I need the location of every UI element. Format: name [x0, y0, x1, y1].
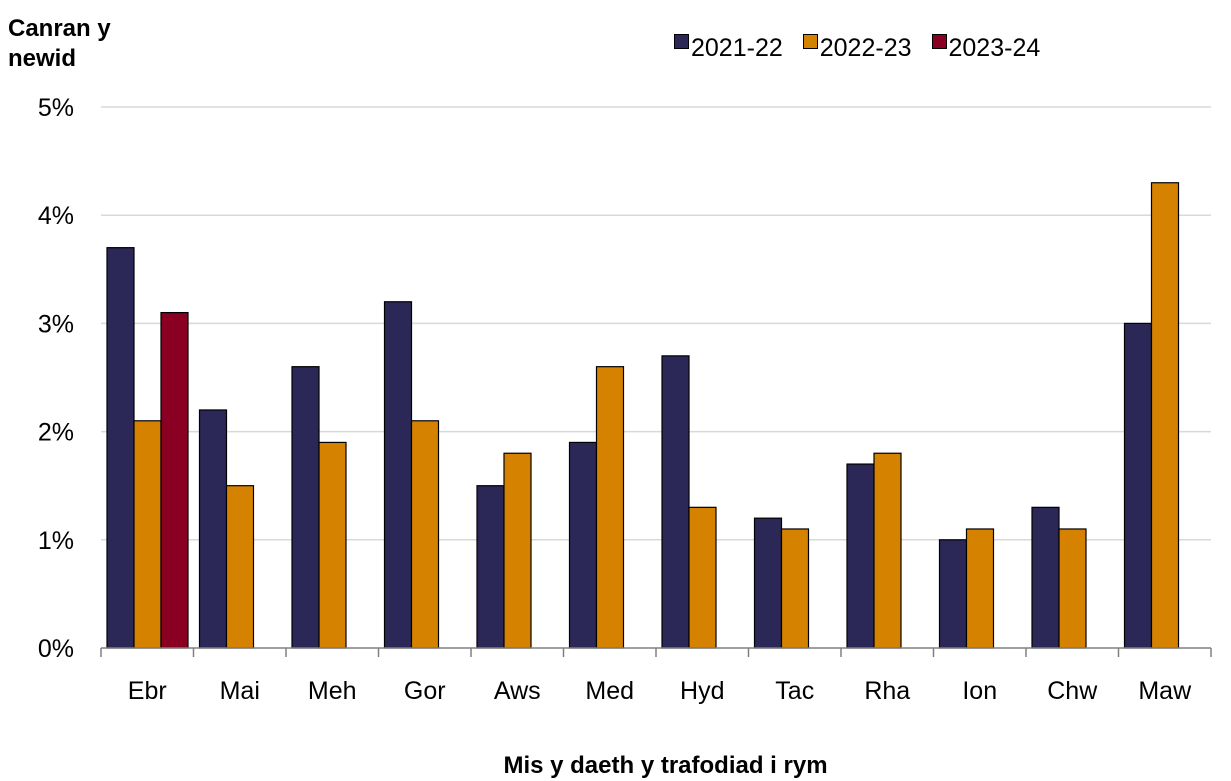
chart-legend: 2021-22 2022-23 2023-24: [674, 34, 1060, 63]
bar-2021-22-Hyd: [661, 355, 690, 649]
bar-2023-24-Ebr: [160, 311, 189, 649]
bar-2021-22-Rha: [846, 463, 875, 649]
legend-item-2023-24: 2023-24: [931, 34, 1041, 63]
x-tick-label: Tac: [775, 677, 814, 705]
bar-2021-22-Med: [568, 441, 598, 649]
x-tick-label: Ebr: [128, 677, 167, 705]
x-tick-label: Rha: [864, 677, 910, 705]
legend-swatch-2022-23: [802, 34, 818, 49]
bar-2022-23-Ion: [965, 528, 995, 649]
y-tick-label: 3%: [38, 310, 74, 338]
y-tick-label: 5%: [38, 94, 74, 122]
bar-2022-23-Gor: [410, 420, 440, 649]
bar-2022-23-Ebr: [133, 420, 162, 649]
bar-2022-23-Hyd: [688, 506, 717, 649]
bar-2022-23-Aws: [503, 452, 532, 649]
y-tick-label: 2%: [38, 419, 74, 447]
legend-label-2022-23: 2022-23: [819, 34, 912, 62]
x-tick-label: Chw: [1047, 677, 1098, 705]
legend-item-2022-23: 2022-23: [802, 34, 912, 63]
y-tick-label: 1%: [38, 527, 74, 555]
bar-2021-22-Gor: [383, 301, 413, 649]
y-axis-title: Canran y newid: [8, 15, 111, 72]
x-tick-label: Hyd: [680, 677, 724, 705]
x-tick-label: Med: [585, 677, 634, 705]
y-tick-label: 0%: [38, 635, 74, 663]
legend-label-2023-24: 2023-24: [948, 34, 1041, 62]
bar-2022-23-Chw: [1058, 528, 1087, 649]
bar-2022-23-Mai: [225, 485, 255, 649]
bar-2022-23-Tac: [780, 528, 810, 649]
x-tick-label: Gor: [404, 677, 446, 705]
bar-2021-22-Aws: [476, 485, 505, 649]
bar-2021-22-Ebr: [106, 247, 135, 649]
legend-swatch-2021-22: [674, 34, 689, 49]
bar-2022-23-Maw: [1150, 182, 1180, 649]
bar-2022-23-Meh: [318, 441, 347, 649]
x-tick-label: Ion: [962, 677, 997, 705]
bar-2021-22-Maw: [1123, 322, 1153, 649]
bar-2022-23-Med: [595, 366, 625, 649]
x-tick-label: Aws: [494, 677, 541, 705]
bar-2021-22-Tac: [753, 517, 783, 649]
bar-2021-22-Mai: [198, 409, 228, 649]
bar-2021-22-Chw: [1031, 506, 1060, 649]
bar-2021-22-Meh: [291, 366, 320, 649]
x-axis-title: Mis y daeth y trafodiad i rym: [503, 752, 828, 779]
legend-item-2021-22: 2021-22: [674, 34, 783, 63]
y-tick-label: 4%: [38, 202, 74, 230]
x-tick-label: Maw: [1138, 677, 1192, 705]
legend-swatch-2023-24: [931, 34, 947, 49]
legend-label-2021-22: 2021-22: [691, 34, 783, 62]
x-tick-label: Meh: [308, 677, 357, 705]
bar-2022-23-Rha: [873, 452, 902, 649]
x-tick-label: Mai: [220, 677, 260, 705]
bar-2021-22-Ion: [938, 539, 968, 649]
